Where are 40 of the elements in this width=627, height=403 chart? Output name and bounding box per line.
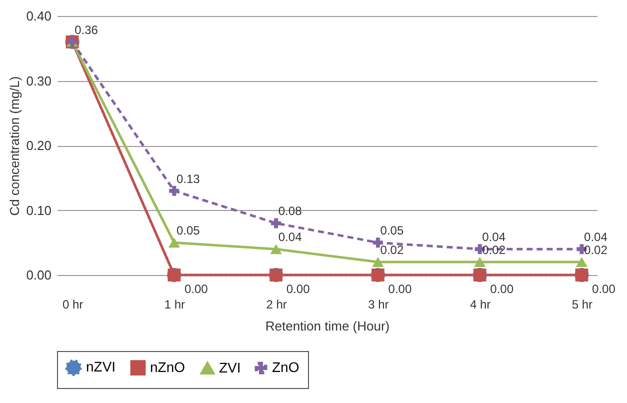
point [474,257,486,268]
data-label: 0.00 [490,282,514,296]
point [168,238,180,248]
data-label: 0.02 [584,243,608,258]
y-tick-label: 0.00 [26,268,52,282]
data-label: 0.36 [74,22,98,37]
y-axis-title: Cd concentration (mg/L) [7,76,22,216]
x-tick-label: 4 hr [470,298,491,312]
x-tick-label: 2 hr [266,298,287,312]
data-label: 0.00 [388,282,412,296]
y-tick-label: 0.40 [26,8,52,24]
legend-label: nZVI [86,358,116,375]
y-tick-label: 0.10 [26,202,52,218]
x-tick-label: 3 hr [368,298,389,312]
data-label: 0.05 [176,224,200,238]
y-tick-label: 0.30 [26,73,52,88]
y-tick-label: 0.20 [26,138,52,153]
data-label: 0.04 [482,230,506,244]
x-tick-label: 5 hr [572,298,593,312]
data-label: 0.04 [584,230,608,244]
data-label: 0.00 [286,282,310,296]
legend-label: ZnO [272,359,300,375]
x-axis-title: Retention time (Hour) [265,318,390,334]
point [169,186,180,196]
data-label: 0.08 [278,204,302,218]
legend-label: ZVI [219,359,241,376]
data-label: 0.02 [482,243,506,258]
point [372,257,384,268]
data-label: 0.00 [592,282,616,296]
data-label: 0.13 [176,172,200,186]
data-label: 0.02 [380,243,404,258]
data-label: 0.00 [184,282,208,296]
x-tick-label: 0 hr [62,298,84,312]
data-label: 0.05 [380,224,404,238]
legend-label: nZnO [150,358,186,375]
x-tick-label: 1 hr [164,298,186,312]
point [270,244,282,254]
data-label: 0.04 [278,230,302,244]
point [576,257,588,268]
point [271,218,282,228]
